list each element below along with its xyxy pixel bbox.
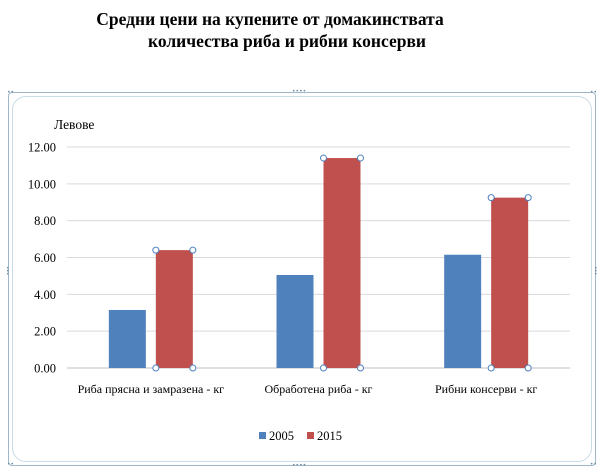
selection-handle[interactable] [487, 194, 495, 202]
selection-handle[interactable] [524, 364, 532, 372]
selection-handle[interactable] [357, 364, 364, 372]
bar-2005[interactable] [276, 274, 314, 368]
resize-handle-top-left[interactable]: •• [7, 89, 15, 96]
resize-handle-right[interactable]: • • • [594, 265, 598, 278]
document-title: Средни цени на купените от домакинствата… [0, 8, 540, 52]
legend-label-2015[interactable]: 2015 [317, 429, 342, 443]
resize-handle-top-right[interactable]: •• [589, 89, 597, 96]
legend-swatch-2015[interactable] [307, 432, 314, 439]
selection-handle[interactable] [152, 364, 160, 372]
y-tick-label: 0.00 [34, 362, 56, 376]
x-category-label: Риба прясна и замразена - кг [78, 382, 225, 396]
y-tick-label: 4.00 [34, 288, 56, 302]
resize-handle-bottom-right[interactable]: •• [589, 461, 597, 468]
resize-handle-bottom-left[interactable]: •• [7, 461, 15, 468]
legend[interactable]: 2005 2015 [259, 429, 342, 443]
resize-handle-top[interactable]: •••• [292, 88, 307, 95]
x-category-label: Рибни консерви - кг [435, 382, 537, 396]
legend-swatch-2005[interactable] [259, 432, 266, 439]
bar-2005[interactable] [444, 254, 482, 368]
resize-handle-left[interactable]: • • • [6, 265, 10, 278]
y-tick-label: 10.00 [28, 177, 56, 191]
y-axis-label: Левове [54, 117, 94, 132]
bar-2005[interactable] [108, 309, 146, 368]
selection-handle[interactable] [357, 154, 364, 162]
selection-handle[interactable] [487, 364, 495, 372]
selection-handle[interactable] [524, 194, 532, 202]
selection-handle[interactable] [152, 246, 160, 254]
title-line-2: количества риба и рибни консерви [147, 31, 427, 51]
legend-label-2005[interactable]: 2005 [269, 429, 294, 443]
y-tick-label: 2.00 [34, 325, 56, 339]
selection-handle[interactable] [320, 364, 327, 372]
selection-handle[interactable] [189, 246, 197, 254]
y-tick-label: 12.00 [28, 141, 56, 155]
gridlines [67, 146, 570, 369]
bar-2015[interactable] [323, 158, 361, 368]
y-tick-label: 6.00 [34, 251, 56, 265]
selection-handle[interactable] [320, 154, 327, 162]
y-axis-tick-labels: 0.00 2.00 4.00 6.00 8.00 10.00 12.00 [28, 141, 56, 376]
bars[interactable] [108, 154, 532, 372]
bar-2015[interactable] [155, 250, 193, 368]
x-category-label: Обработена риба - кг [265, 382, 373, 396]
selection-handle[interactable] [189, 364, 197, 372]
bar-2015[interactable] [491, 197, 529, 368]
y-tick-label: 8.00 [34, 214, 56, 228]
x-axis-category-labels: Риба прясна и замразена - кг Обработена р… [78, 382, 538, 396]
title-line-1: Средни цени на купените от домакинствата [96, 9, 444, 29]
resize-handle-bottom[interactable]: •••• [292, 462, 307, 469]
